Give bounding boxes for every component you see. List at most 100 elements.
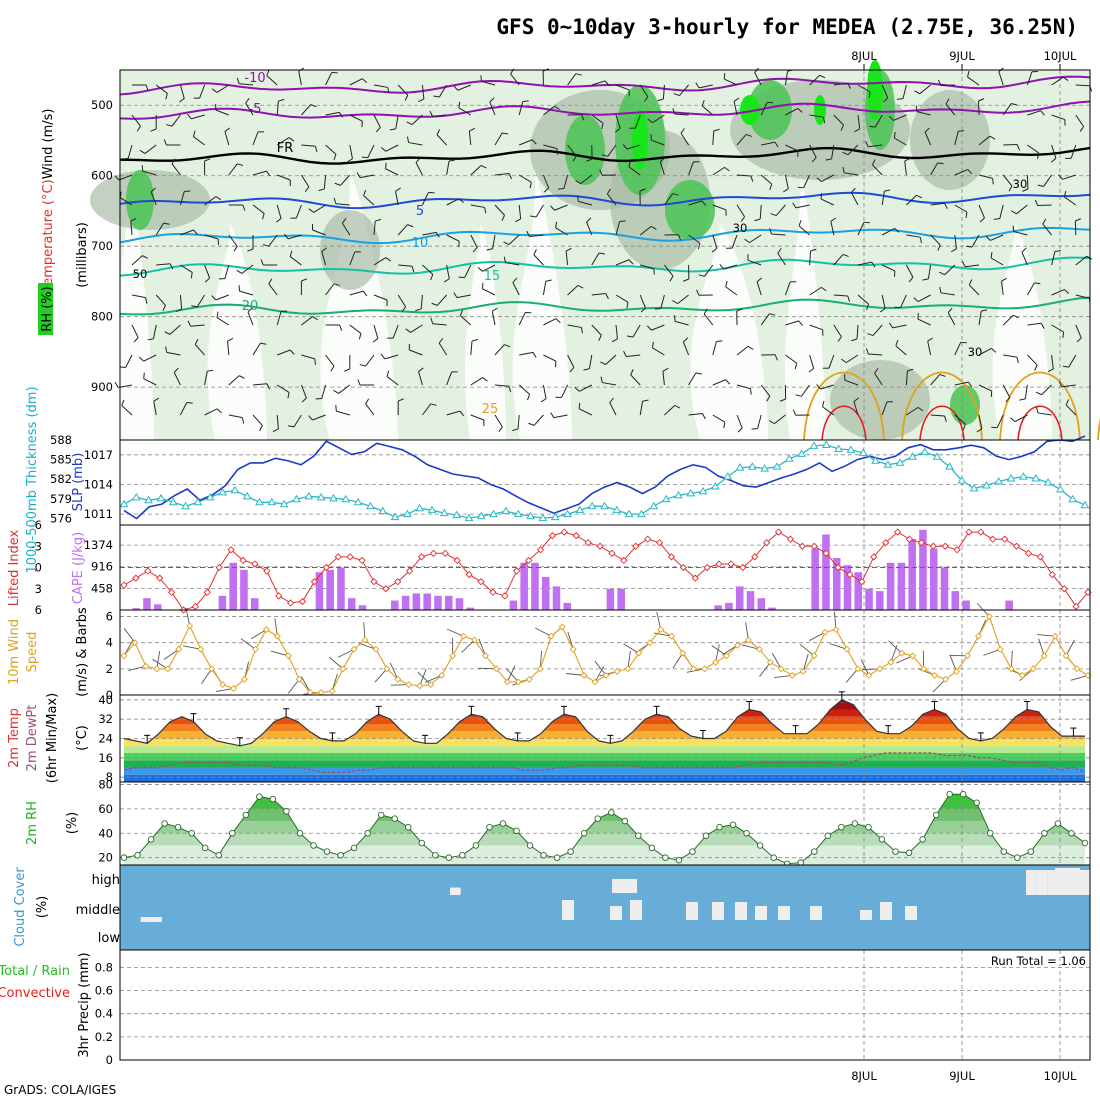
wind-barb [561,384,569,398]
wind-barb [542,384,547,399]
wind-barb-flag [1075,218,1082,222]
wind-barb-flag [1040,323,1045,329]
wind10-barb [201,668,213,685]
lifted-point [1012,542,1021,550]
wind-barb-flag [884,189,891,192]
wind10-barb [417,671,432,685]
slp-point [230,485,240,494]
pressure-tick-label: 800 [91,310,113,324]
wind-barb-flag [312,316,318,321]
wind-barb-flag [669,275,674,282]
lifted-point [346,553,354,561]
lifted-tick-label: 3 [35,582,42,596]
wind-barb [682,341,690,356]
wind-barb [736,174,752,177]
date-label-top: 10JUL [1044,49,1077,63]
wind-barb [277,349,291,356]
wind-barb-flag [406,121,413,125]
wind-barb [482,264,496,272]
cape-bar [563,602,572,610]
wind-barb-flag [976,428,983,433]
wind-barb-flag [822,117,826,124]
wind-barb [277,174,291,181]
wind-barb-flag [924,127,930,133]
wind-barb [543,354,557,362]
wind-barb-flag [508,173,513,180]
contour-label: 10 [412,236,429,251]
wind-barb [965,264,980,268]
rh-contour-label: 30 [733,221,748,235]
rh-point [716,823,723,831]
wind-barb-flag [939,286,942,293]
wind-barb-flag [1064,289,1070,295]
rh-point [608,809,615,816]
wind-barb [204,264,211,279]
wind-barb [930,202,945,206]
wind-barb-flag [783,188,789,193]
lifted-point [620,556,628,565]
slp-point [1043,478,1053,486]
wind-barb-flag [908,277,914,283]
wind-barb [408,142,423,146]
wind-barb [857,84,871,93]
wind-barb-flag [287,392,290,399]
isotherm-line [119,75,1091,96]
wind-barb-flag [187,320,192,327]
wind-barb-flag [259,425,263,431]
slp-point [415,503,425,512]
wind-barb-flag [1008,185,1013,192]
slp-point [476,511,486,520]
wind10-barb [446,628,464,637]
wind-barb [954,204,968,213]
wind-barb [519,139,533,146]
axis-label: (m/s) & Barbs [75,607,90,697]
contour-label: 5 [416,204,424,219]
rh-point [1014,854,1021,861]
wind-barb [967,76,980,86]
wind10-point [668,632,676,640]
wind10-point [284,652,292,660]
wind-barb-flag [1035,391,1042,396]
wind-barb-flag [1005,397,1011,403]
wind-barb-flag [865,141,869,147]
wind-barb-flag [387,87,390,94]
thickness-tick-label: 585 [50,453,72,467]
wind-barb [639,294,646,309]
precip-tick-label: 0 [106,1053,113,1067]
wind-barb [857,222,865,236]
wind10-point [613,668,621,675]
slp-point [513,509,523,518]
wind-barb-flag [333,389,339,394]
wind-barb [360,174,375,179]
slp-point [932,452,942,460]
wind-barb [121,405,133,416]
wind-barb-flag [639,188,646,192]
wind-barb [470,341,473,356]
wind-barb [954,414,966,425]
slp-tick-label: 1017 [84,448,113,462]
wind-barb [312,229,326,236]
wind-barb [809,286,822,296]
wind-barb [247,311,254,326]
wind10-point [777,665,785,673]
isotherm-25-line [999,371,1081,441]
wind-barb-flag [701,200,707,206]
lifted-point [977,528,985,536]
wind10-barb [623,643,640,654]
upper-air-panel: 500 600 700 800 900 -10 -5 FR 5 10 15 20 25 30 50 30 30 [90,60,1100,441]
date-label-bottom: 10JUL [1044,1069,1077,1083]
wind-barb-flag [937,162,944,165]
wind-barb [131,294,146,299]
wind-barb [628,166,641,176]
rh-point [364,830,371,837]
wind-barb-flag [458,101,461,108]
wind-barb [831,144,835,159]
lifted-point [667,553,676,561]
lifted-point [394,578,402,586]
rh-point [134,851,141,859]
wind-barb-flag [967,71,970,78]
wind-barb-flag [847,83,851,89]
axis-label-part: SLP (mb) [71,453,86,512]
wind-barb-flag [851,338,858,342]
wind-barb-flag [968,381,973,388]
